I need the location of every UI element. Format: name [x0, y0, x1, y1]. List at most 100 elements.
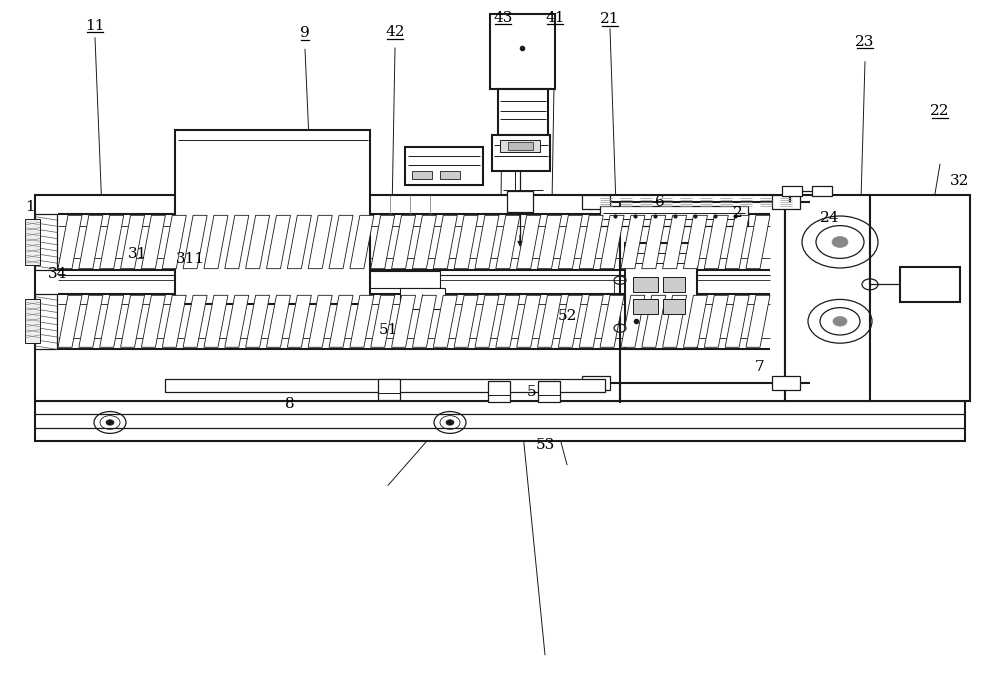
- Bar: [492, 135, 550, 171]
- Polygon shape: [121, 215, 145, 269]
- Polygon shape: [704, 215, 728, 269]
- Polygon shape: [496, 295, 520, 347]
- Polygon shape: [79, 215, 103, 269]
- Bar: [405, 147, 483, 185]
- Polygon shape: [162, 295, 186, 347]
- Polygon shape: [371, 295, 395, 347]
- Polygon shape: [725, 295, 749, 347]
- Bar: [35, 195, 785, 401]
- Bar: [360, 272, 440, 289]
- Polygon shape: [579, 295, 603, 347]
- Bar: [600, 206, 748, 226]
- Text: 22: 22: [930, 105, 950, 118]
- Bar: [440, 171, 460, 179]
- Polygon shape: [392, 295, 416, 347]
- Polygon shape: [517, 215, 541, 269]
- Polygon shape: [517, 295, 541, 347]
- Bar: [500, 140, 540, 153]
- Polygon shape: [329, 215, 353, 269]
- Text: 41: 41: [545, 11, 565, 24]
- Bar: [25, 219, 40, 265]
- Polygon shape: [79, 295, 103, 347]
- Polygon shape: [454, 215, 478, 269]
- Bar: [812, 186, 832, 196]
- Circle shape: [832, 236, 848, 247]
- Bar: [400, 289, 445, 309]
- Bar: [412, 171, 432, 179]
- Text: 1: 1: [25, 200, 35, 214]
- Bar: [782, 186, 802, 196]
- Bar: [488, 382, 510, 402]
- Polygon shape: [683, 295, 707, 347]
- Text: 21: 21: [600, 12, 620, 26]
- Bar: [772, 376, 800, 390]
- Polygon shape: [266, 295, 290, 347]
- Text: 31: 31: [128, 247, 148, 261]
- Polygon shape: [350, 215, 374, 269]
- Bar: [772, 195, 800, 208]
- Bar: [35, 294, 57, 348]
- Bar: [507, 191, 533, 212]
- Polygon shape: [287, 215, 311, 269]
- Polygon shape: [558, 215, 582, 269]
- Bar: [625, 242, 697, 348]
- Polygon shape: [350, 295, 374, 347]
- Polygon shape: [538, 295, 562, 347]
- Bar: [870, 195, 970, 401]
- Polygon shape: [558, 295, 582, 347]
- Bar: [25, 299, 40, 343]
- Polygon shape: [746, 295, 770, 347]
- Bar: [582, 376, 610, 390]
- Bar: [582, 195, 610, 208]
- Text: 7: 7: [755, 360, 765, 373]
- Polygon shape: [642, 295, 666, 347]
- Polygon shape: [308, 295, 332, 347]
- Polygon shape: [287, 295, 311, 347]
- Polygon shape: [475, 295, 499, 347]
- Polygon shape: [433, 215, 457, 269]
- Bar: [785, 195, 870, 401]
- Text: 5: 5: [527, 385, 537, 399]
- Polygon shape: [621, 295, 645, 347]
- Circle shape: [833, 316, 847, 326]
- Polygon shape: [433, 295, 457, 347]
- Polygon shape: [266, 215, 290, 269]
- Bar: [900, 267, 960, 302]
- Polygon shape: [538, 215, 562, 269]
- Bar: [165, 380, 605, 392]
- Polygon shape: [392, 215, 416, 269]
- Text: 52: 52: [557, 309, 577, 323]
- Bar: [663, 299, 685, 314]
- Text: 24: 24: [820, 211, 840, 225]
- Polygon shape: [371, 215, 395, 269]
- Polygon shape: [183, 295, 207, 347]
- Bar: [175, 130, 370, 304]
- Polygon shape: [183, 215, 207, 269]
- Polygon shape: [412, 215, 436, 269]
- Bar: [663, 277, 685, 292]
- Polygon shape: [246, 295, 270, 347]
- Text: 34: 34: [48, 267, 68, 281]
- Polygon shape: [121, 295, 145, 347]
- Polygon shape: [162, 215, 186, 269]
- Polygon shape: [329, 295, 353, 347]
- Text: 6: 6: [655, 195, 665, 209]
- Polygon shape: [475, 215, 499, 269]
- Circle shape: [106, 420, 114, 425]
- Text: 43: 43: [493, 11, 513, 24]
- Bar: [633, 299, 658, 314]
- Text: 8: 8: [285, 397, 295, 411]
- Polygon shape: [225, 215, 249, 269]
- Polygon shape: [725, 215, 749, 269]
- Polygon shape: [600, 215, 624, 269]
- Bar: [35, 214, 57, 270]
- Bar: [378, 380, 400, 400]
- Polygon shape: [308, 215, 332, 269]
- Text: 23: 23: [855, 35, 875, 49]
- Text: 9: 9: [300, 26, 310, 41]
- Polygon shape: [58, 215, 82, 269]
- Polygon shape: [204, 215, 228, 269]
- Polygon shape: [621, 215, 645, 269]
- Text: 42: 42: [385, 26, 405, 39]
- Text: 311: 311: [175, 252, 205, 266]
